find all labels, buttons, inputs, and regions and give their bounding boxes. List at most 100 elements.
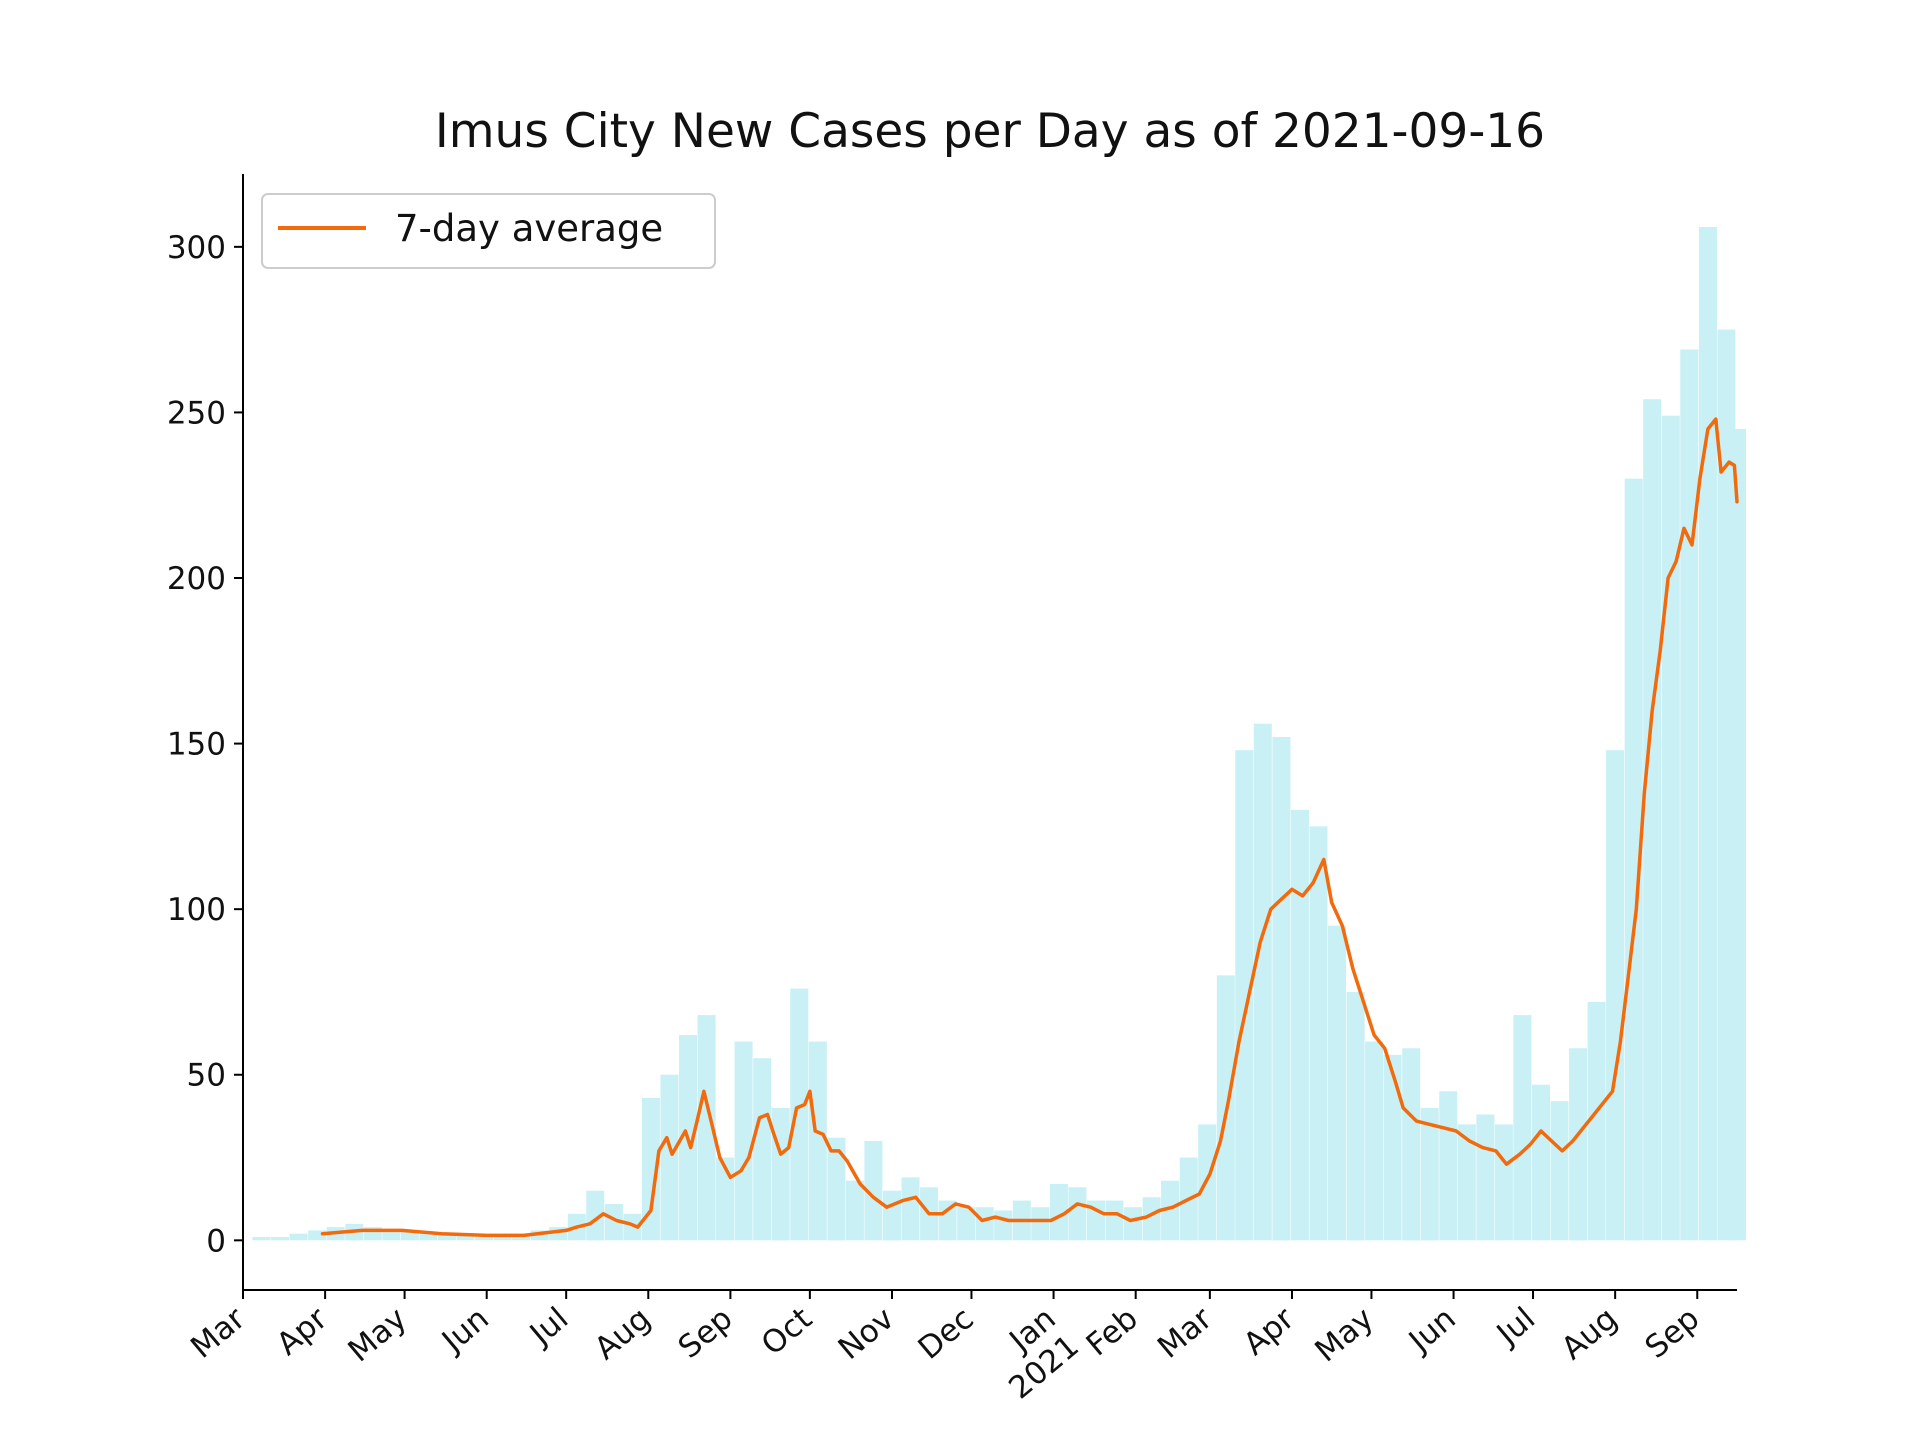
daily-cases-bar [771, 1107, 790, 1241]
daily-cases-bar [753, 1058, 772, 1241]
x-ticks: Mar Apr May Jun Jul Aug Sep Oct Nov Dec Jan2021Feb… [184, 1290, 1706, 1406]
daily-cases-bar [975, 1207, 994, 1241]
daily-cases-bar [438, 1233, 456, 1241]
daily-cases-bar [419, 1233, 438, 1241]
daily-cases-bar [1457, 1124, 1476, 1241]
daily-cases-bar [1031, 1207, 1050, 1241]
daily-cases-bar [252, 1237, 271, 1241]
daily-cases-bar [1124, 1207, 1142, 1241]
daily-cases-bar [901, 1177, 920, 1241]
y-ticks: 0 50 100 150 200 250 300 [167, 230, 243, 1259]
x-tick-label: Apr [270, 1300, 334, 1362]
daily-cases-bar [1698, 227, 1717, 1241]
daily-cases-bar [1513, 1015, 1532, 1241]
daily-cases-bar [1494, 1124, 1513, 1241]
daily-cases-bar [864, 1141, 883, 1241]
daily-cases-bar [382, 1230, 401, 1241]
seven-day-average-line [320, 417, 1739, 1238]
daily-cases-bar [586, 1190, 605, 1241]
daily-cases-bar [1365, 1041, 1384, 1241]
daily-cases-bar [883, 1190, 901, 1241]
y-tick-label: 300 [167, 230, 226, 266]
y-tick-label: 200 [167, 561, 226, 597]
daily-cases-bar [475, 1237, 494, 1241]
x-tick-label: Sep [1639, 1301, 1707, 1366]
x-tick-label: Mar [1151, 1300, 1219, 1365]
daily-cases-bar [957, 1207, 976, 1241]
daily-cases-bar [271, 1237, 290, 1241]
x-tick-label: Dec [911, 1301, 980, 1367]
daily-cases-bar [1420, 1107, 1439, 1241]
daily-cases-bar [1476, 1114, 1495, 1241]
daily-cases-bar [1439, 1091, 1458, 1241]
x-tick-label: Sep [672, 1301, 740, 1366]
y-tick-label: 250 [167, 395, 226, 431]
legend-box [261, 193, 716, 269]
daily-cases-bar [734, 1041, 753, 1241]
daily-cases-bar [1346, 992, 1365, 1241]
x-tick-label: Aug [1555, 1301, 1625, 1367]
x-tick-label: Jun [434, 1301, 496, 1361]
daily-cases-bar [1290, 809, 1309, 1241]
x-tick-label: Oct [755, 1301, 819, 1363]
daily-cases-bar [289, 1233, 308, 1241]
x-tick-label: Jun [1401, 1301, 1463, 1361]
daily-cases-bar [1328, 925, 1346, 1241]
daily-cases-bar [697, 1015, 716, 1241]
x-tick-label: Jan2021 [979, 1301, 1086, 1407]
daily-cases-bar [641, 1097, 660, 1241]
x-tick-label: Aug [588, 1301, 658, 1367]
daily-cases-bar [530, 1230, 549, 1241]
x-tick-label: Feb [1080, 1301, 1145, 1364]
daily-cases-bar [1235, 750, 1254, 1241]
daily-cases-bar [308, 1230, 327, 1241]
daily-cases-bar [456, 1233, 475, 1241]
axes [242, 174, 1737, 1291]
daily-cases-bar [604, 1203, 623, 1241]
x-tick-label: May [1308, 1301, 1380, 1370]
daily-cases-bar [994, 1210, 1013, 1241]
daily-cases-bar [1142, 1197, 1161, 1241]
daily-cases-bar [1680, 349, 1699, 1241]
y-tick-label: 0 [206, 1223, 226, 1259]
legend: 7-day average [261, 193, 716, 269]
x-tick-label: May [341, 1301, 413, 1370]
daily-cases-bar [1550, 1101, 1569, 1241]
legend-label-7-day-average: 7-day average [395, 207, 663, 250]
daily-cases-bar [1068, 1187, 1087, 1241]
daily-cases-bar [660, 1074, 679, 1241]
daily-cases-bar [400, 1230, 419, 1241]
daily-cases-bar [1105, 1200, 1124, 1241]
x-tick-label: Apr [1237, 1300, 1301, 1362]
y-tick-label: 150 [167, 727, 226, 763]
daily-cases-bar [808, 1041, 827, 1241]
daily-cases-bar [1643, 399, 1662, 1241]
daily-cases-bar [1272, 737, 1291, 1241]
daily-cases-bar [1569, 1048, 1588, 1241]
daily-cases-bar [623, 1213, 642, 1241]
daily-cases-bar [1532, 1084, 1550, 1241]
x-tick-label: Jul [522, 1301, 575, 1354]
daily-cases-bar [1587, 1001, 1606, 1241]
x-tick-label: Nov [832, 1301, 901, 1367]
daily-cases-bar [938, 1200, 957, 1241]
daily-cases-bar [1624, 478, 1643, 1241]
daily-cases-bar [1402, 1048, 1421, 1241]
daily-cases-bar [1309, 826, 1328, 1241]
daily-cases-bar [1161, 1180, 1180, 1241]
daily-cases-bar [1253, 723, 1272, 1241]
y-tick-label: 50 [187, 1058, 226, 1094]
chart-title: Imus City New Cases per Day as of 2021-0… [435, 104, 1545, 159]
daily-cases-bar [1728, 429, 1746, 1241]
x-tick-label: Jul [1489, 1301, 1542, 1354]
daily-cases-bar [845, 1180, 864, 1241]
daily-cases-bar [1049, 1184, 1068, 1241]
daily-cases-bar [790, 988, 809, 1241]
x-tick-label: Mar [184, 1300, 252, 1365]
y-tick-label: 100 [167, 892, 226, 928]
seven-day-average-layer [320, 417, 1739, 1238]
daily-cases-bars [252, 227, 1746, 1241]
daily-cases-bar [1661, 415, 1680, 1241]
daily-cases-bar [827, 1137, 846, 1241]
